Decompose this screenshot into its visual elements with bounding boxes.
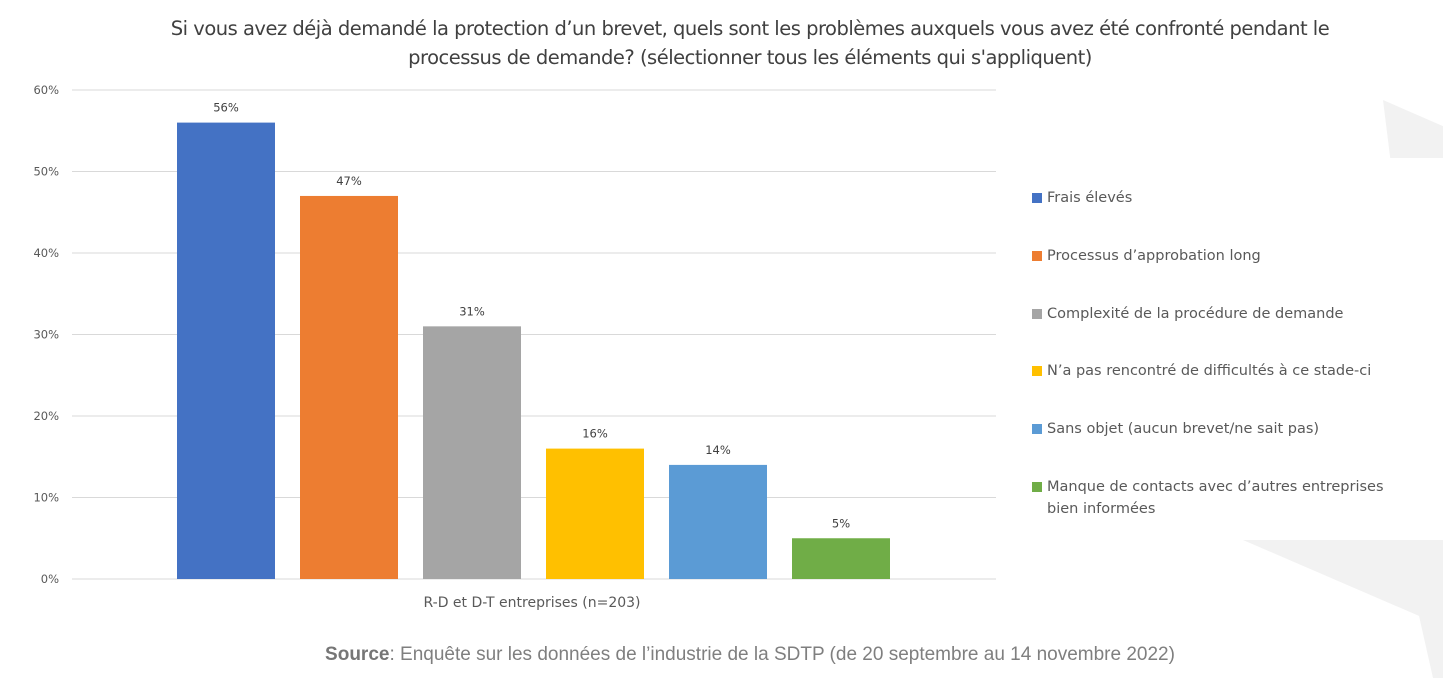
legend-label: Frais élevés bbox=[1047, 190, 1133, 206]
y-tick-label: 20% bbox=[33, 409, 59, 423]
legend-item-complexity: Complexité de la procédure de demande bbox=[1032, 303, 1402, 325]
y-axis-ticks: 0% 10% 20% 30% 40% 50% 60% bbox=[33, 83, 59, 586]
legend-swatch bbox=[1032, 424, 1042, 434]
data-label: 47% bbox=[336, 174, 362, 188]
data-label: 31% bbox=[459, 304, 485, 318]
legend-swatch bbox=[1032, 193, 1042, 203]
y-tick-label: 50% bbox=[33, 165, 59, 179]
legend-label: Processus d’approbation long bbox=[1047, 248, 1261, 264]
bar bbox=[546, 448, 644, 579]
bar bbox=[300, 195, 398, 579]
data-label: 14% bbox=[705, 443, 731, 457]
source-note: Source: Enquête sur les données de l’ind… bbox=[0, 644, 1443, 666]
legend-item-lack-of-contacts: Manque de contacts avec d’autres entrepr… bbox=[1032, 476, 1402, 520]
bar bbox=[792, 538, 890, 579]
legend-item-not-applicable: Sans objet (aucun brevet/ne sait pas) bbox=[1032, 418, 1402, 440]
legend-label: N’a pas rencontré de difficultés à ce st… bbox=[1047, 363, 1372, 379]
bar bbox=[177, 122, 275, 579]
bars bbox=[177, 122, 890, 579]
legend-item-high-fees: Frais élevés bbox=[1032, 187, 1402, 209]
legend-label: Manque de contacts avec d’autres entrepr… bbox=[1047, 479, 1384, 517]
chart-title-line-1: Si vous avez déjà demandé la protection … bbox=[170, 17, 1330, 40]
data-label: 16% bbox=[582, 427, 608, 441]
y-tick-label: 60% bbox=[33, 83, 59, 97]
chart-title-line-2: processus de demande? (sélectionner tous… bbox=[408, 46, 1092, 69]
legend-swatch bbox=[1032, 482, 1042, 492]
data-label: 5% bbox=[832, 516, 850, 530]
bar bbox=[423, 326, 521, 579]
legend-label: Sans objet (aucun brevet/ne sait pas) bbox=[1047, 421, 1320, 437]
legend-swatch bbox=[1032, 366, 1042, 376]
bar bbox=[669, 464, 767, 579]
chart-title: Si vous avez déjà demandé la protection … bbox=[150, 14, 1350, 72]
y-tick-label: 40% bbox=[33, 246, 59, 260]
legend-swatch bbox=[1032, 309, 1042, 319]
y-tick-label: 10% bbox=[33, 491, 59, 505]
data-label: 56% bbox=[213, 101, 239, 115]
legend-label: Complexité de la procédure de demande bbox=[1047, 306, 1344, 322]
legend-item-long-approval: Processus d’approbation long bbox=[1032, 245, 1402, 267]
source-text: : Enquête sur les données de l’industrie… bbox=[389, 644, 1175, 665]
data-labels: 56% 47% 31% 16% 14% 5% bbox=[213, 101, 850, 531]
x-axis-label: R-D et D-T entreprises (n=203) bbox=[423, 595, 640, 611]
legend-item-no-difficulties: N’a pas rencontré de difficultés à ce st… bbox=[1032, 360, 1402, 382]
y-tick-label: 30% bbox=[33, 328, 59, 342]
y-tick-label: 0% bbox=[41, 572, 59, 586]
source-label: Source bbox=[325, 644, 390, 665]
legend-swatch bbox=[1032, 251, 1042, 261]
